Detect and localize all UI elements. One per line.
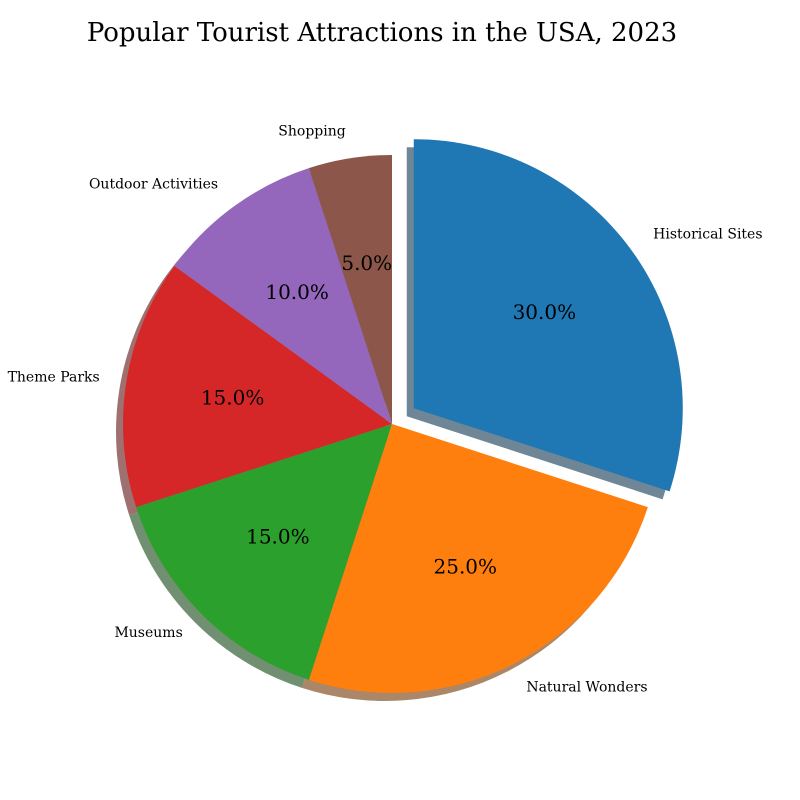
pie-slice-museums: [136, 424, 392, 680]
category-label-historical-sites: Historical Sites: [653, 226, 762, 242]
chart-title: Popular Tourist Attractions in the USA, …: [86, 18, 678, 48]
percent-label-theme-parks: 15.0%: [201, 385, 265, 409]
category-label-shopping: Shopping: [278, 124, 345, 140]
category-label-outdoor-activities: Outdoor Activities: [89, 177, 218, 193]
pie-slice-shopping: [308, 155, 392, 424]
percent-label-museums: 15.0%: [246, 525, 310, 549]
pie-slice-natural-wonders: [308, 424, 648, 693]
percent-label-natural-wonders: 25.0%: [434, 554, 498, 578]
pie-slice-historical-sites: [413, 139, 683, 492]
percent-label-historical-sites: 30.0%: [513, 300, 577, 324]
percent-label-outdoor-activities: 10.0%: [265, 280, 329, 304]
percent-label-shopping: 5.0%: [341, 251, 392, 275]
category-label-natural-wonders: Natural Wonders: [526, 680, 647, 696]
category-label-theme-parks: Theme Parks: [8, 370, 100, 386]
pie-slice-outdoor-activities: [174, 168, 392, 424]
pie-slice-theme-parks: [123, 265, 393, 508]
category-label-museums: Museums: [114, 625, 182, 641]
